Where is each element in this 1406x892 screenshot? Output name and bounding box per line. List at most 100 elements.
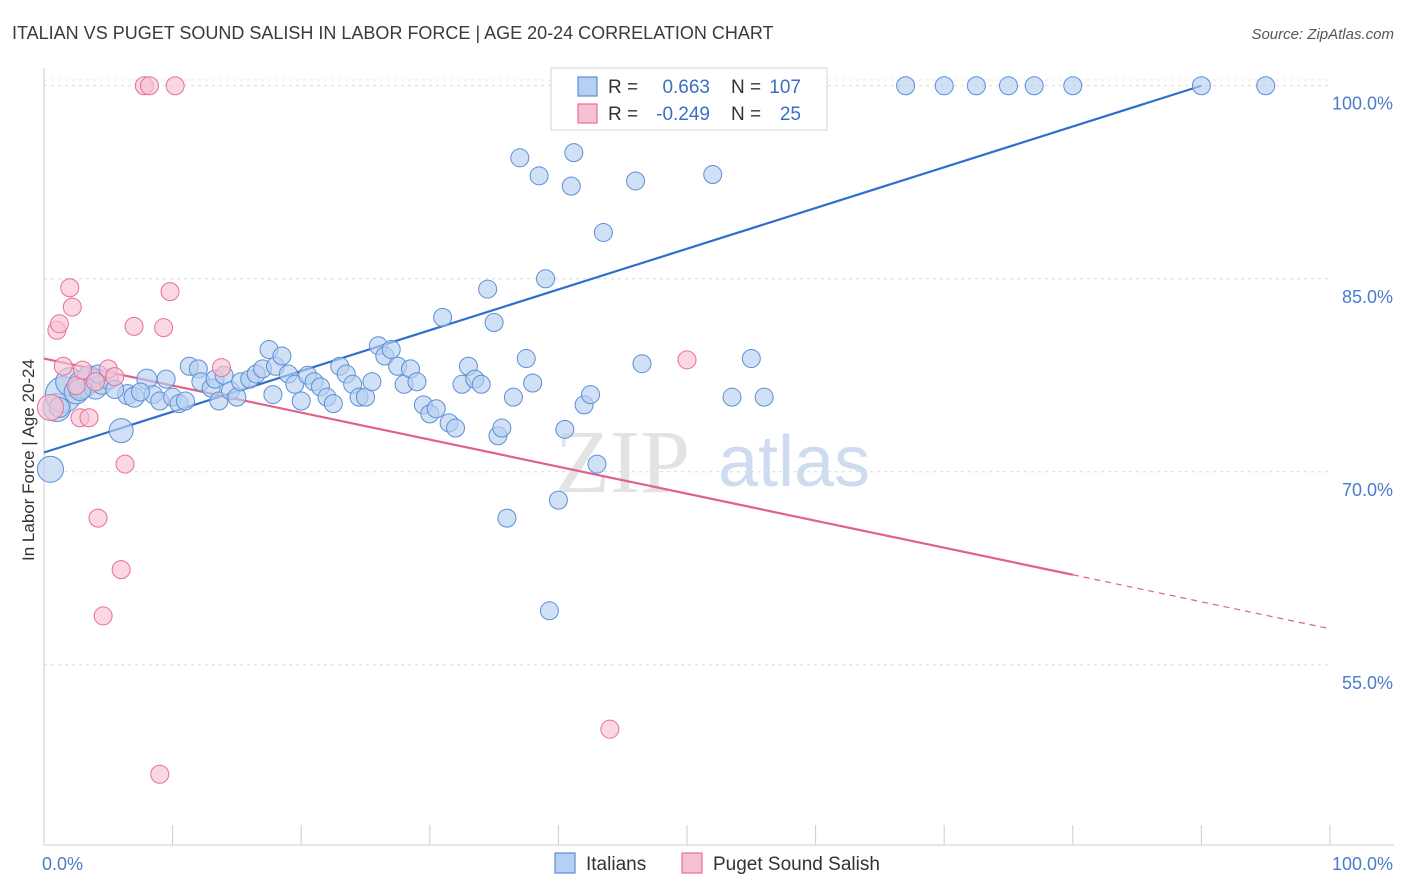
italians-point-81 bbox=[555, 419, 575, 439]
legend-swatch-puget bbox=[577, 103, 598, 124]
italians-point-95 bbox=[722, 387, 742, 407]
series-legend: Italians Puget Sound Salish bbox=[554, 852, 880, 875]
italians-point-101 bbox=[999, 76, 1018, 96]
italians-point-83 bbox=[564, 143, 584, 163]
italians-point-89 bbox=[626, 171, 646, 191]
italians-point-60 bbox=[426, 399, 446, 419]
legend-n-value-2: 25 bbox=[780, 104, 801, 125]
italians-point-76 bbox=[523, 373, 543, 393]
puget-point-15 bbox=[111, 560, 131, 580]
italians-point-57 bbox=[407, 372, 427, 392]
italians-point-85 bbox=[581, 385, 601, 405]
legend-n-label-1: N = bbox=[731, 77, 761, 98]
italians-point-67 bbox=[471, 374, 491, 394]
series-legend-italians: Italians bbox=[586, 854, 646, 875]
x-tick-label-1: 100.0% bbox=[1332, 854, 1393, 874]
watermark: ZIP atlas bbox=[555, 413, 870, 512]
italians-point-86 bbox=[587, 454, 607, 474]
axes bbox=[43, 68, 1394, 846]
watermark-atlas: atlas bbox=[718, 422, 870, 502]
y-tick-labels: 55.0% 70.0% 85.0% 100.0% bbox=[1332, 94, 1393, 693]
y-tick-label-0: 55.0% bbox=[1342, 673, 1393, 693]
puget-point-3 bbox=[53, 356, 73, 376]
legend-r-value-2: -0.249 bbox=[656, 104, 710, 125]
series-legend-swatch-italians bbox=[554, 852, 576, 874]
puget-point-8 bbox=[73, 360, 93, 380]
legend-r-value-1: 0.663 bbox=[662, 77, 710, 98]
puget-point-16 bbox=[115, 454, 135, 474]
x-tick-label-0: 0.0% bbox=[42, 854, 83, 874]
italians-point-73 bbox=[503, 387, 523, 407]
italians-point-110 bbox=[130, 382, 150, 402]
italians-point-10 bbox=[108, 418, 134, 444]
puget-point-5 bbox=[62, 297, 82, 317]
x-tick-labels: 0.0% 100.0% bbox=[42, 854, 1393, 874]
italians-point-77 bbox=[529, 166, 549, 186]
legend-n-label-2: N = bbox=[731, 104, 761, 125]
chart-source: Source: ZipAtlas.com bbox=[1251, 26, 1394, 43]
italians-point-90 bbox=[632, 354, 652, 374]
italians-point-0 bbox=[36, 455, 64, 483]
puget-point-4 bbox=[60, 278, 80, 298]
legend-r-label-1: R = bbox=[608, 77, 638, 98]
legend-swatch-italians bbox=[577, 76, 598, 97]
legend-r-label-2: R = bbox=[608, 104, 638, 125]
legend-n-value-1: 107 bbox=[769, 77, 801, 98]
italians-point-80 bbox=[548, 490, 568, 510]
italians-point-71 bbox=[492, 418, 512, 438]
puget-point-10 bbox=[85, 372, 105, 392]
italians-point-50 bbox=[362, 372, 382, 392]
italians-point-104 bbox=[1191, 76, 1211, 96]
italians-point-53 bbox=[381, 340, 401, 360]
puget-point-19 bbox=[139, 76, 159, 96]
puget-point-14 bbox=[105, 367, 125, 387]
puget-trend-line bbox=[43, 357, 1074, 576]
gridlines bbox=[44, 79, 1330, 666]
puget-point-20 bbox=[150, 764, 170, 784]
italians-point-99 bbox=[934, 76, 954, 96]
chart-title: ITALIAN VS PUGET SOUND SALISH IN LABOR F… bbox=[12, 23, 774, 43]
italians-point-72 bbox=[497, 508, 517, 528]
italians-point-74 bbox=[510, 148, 530, 168]
italians-point-16 bbox=[156, 369, 176, 389]
y-axis-label: In Labor Force | Age 20-24 bbox=[19, 359, 38, 561]
puget-point-26 bbox=[677, 350, 697, 370]
italians-point-44 bbox=[323, 394, 343, 414]
puget-point-2 bbox=[49, 314, 69, 334]
puget-point-17 bbox=[124, 316, 144, 336]
watermark-zip: ZIP bbox=[555, 413, 690, 512]
italians-point-69 bbox=[484, 313, 504, 333]
italians-point-96 bbox=[741, 349, 761, 369]
italians-point-78 bbox=[536, 269, 556, 289]
y-tick-label-1: 70.0% bbox=[1342, 480, 1393, 500]
puget-point-23 bbox=[165, 76, 185, 96]
italians-point-103 bbox=[1063, 76, 1083, 96]
puget-point-0 bbox=[36, 393, 64, 421]
italians-point-102 bbox=[1024, 76, 1044, 96]
puget-point-11 bbox=[88, 508, 108, 528]
italians-point-61 bbox=[433, 307, 453, 327]
puget-point-21 bbox=[154, 318, 174, 338]
italians-point-34 bbox=[263, 385, 283, 405]
y-tick-label-2: 85.0% bbox=[1342, 287, 1393, 307]
italians-point-100 bbox=[966, 76, 986, 96]
italians-point-75 bbox=[516, 349, 536, 369]
puget-point-12 bbox=[93, 606, 113, 626]
italians-point-94 bbox=[703, 165, 723, 185]
y-tick-label-3: 100.0% bbox=[1332, 94, 1393, 114]
italians-point-19 bbox=[175, 391, 195, 411]
italians-point-36 bbox=[272, 346, 292, 366]
puget-trend-extension bbox=[1072, 574, 1331, 630]
italians-point-63 bbox=[446, 418, 466, 438]
italians-point-39 bbox=[291, 391, 311, 411]
puget-point-24 bbox=[211, 358, 231, 378]
italians-point-79 bbox=[539, 601, 559, 621]
puget-point-22 bbox=[160, 282, 180, 302]
series-legend-swatch-puget bbox=[681, 852, 703, 874]
data-points bbox=[36, 76, 1276, 784]
italians-point-98 bbox=[896, 76, 916, 96]
puget-point-25 bbox=[600, 719, 620, 739]
italians-point-68 bbox=[478, 279, 498, 299]
puget-point-9 bbox=[79, 408, 99, 428]
